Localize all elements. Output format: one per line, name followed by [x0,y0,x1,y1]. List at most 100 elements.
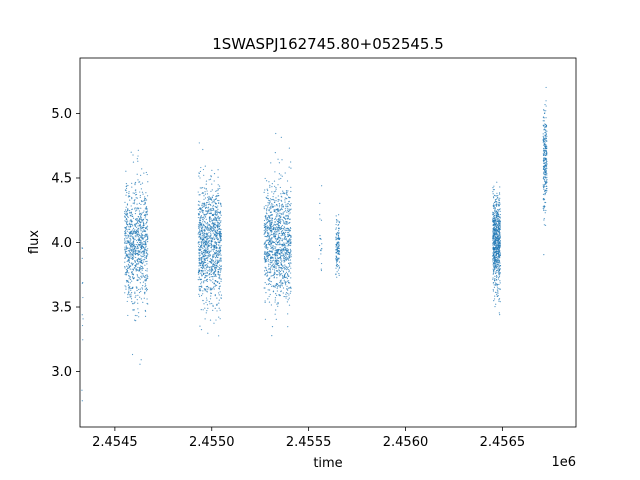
data-point [498,232,500,234]
data-point [144,247,146,249]
data-point [130,235,133,237]
data-point [209,197,211,199]
data-point [290,277,292,279]
data-point [211,259,213,262]
data-point [141,221,143,223]
data-point [212,261,214,263]
data-point [124,239,126,241]
data-point [265,292,267,294]
data-point [127,250,130,252]
data-point [136,239,138,242]
data-point [145,234,147,236]
x-axis-offset-label: 1e6 [551,455,576,470]
data-point [140,232,142,234]
data-point [127,266,129,268]
data-point [287,257,289,259]
data-point [135,210,137,212]
data-point [289,248,292,250]
data-point [208,219,211,221]
data-point [277,251,279,253]
data-point [131,273,133,275]
data-point [139,267,141,269]
data-point [273,180,276,182]
data-point [145,260,147,263]
data-point [498,251,501,253]
data-point [219,250,221,253]
data-point [499,244,501,246]
data-point [286,211,288,213]
data-point [126,228,128,231]
data-point [210,176,212,178]
data-point [145,249,147,251]
data-point [287,251,289,253]
data-point [289,262,291,264]
data-point [280,215,282,217]
data-point [210,240,212,242]
data-point [336,234,338,236]
data-point [543,157,545,159]
data-point [497,278,500,280]
data-point [285,266,288,268]
data-point [495,251,498,253]
data-point [544,189,546,192]
data-point [137,302,139,304]
data-point [201,210,203,212]
data-point [130,205,132,207]
data-point [208,203,211,205]
data-point [214,245,217,247]
data-point [216,263,218,265]
data-point [144,202,146,204]
data-point [128,231,130,233]
data-point [198,269,201,272]
data-point [124,220,126,222]
data-point [269,211,271,213]
data-point [274,201,276,203]
data-point [139,296,141,298]
data-point [499,301,501,303]
data-point [219,240,221,242]
data-point [544,183,547,185]
data-point [271,228,274,230]
data-point [543,171,545,173]
data-point [140,230,142,232]
data-point [146,213,148,216]
data-point [218,259,220,261]
data-point [203,233,206,235]
data-point [288,257,290,259]
data-point [202,223,205,226]
data-point [335,233,337,235]
data-point [285,217,287,220]
data-point [269,207,271,209]
data-point [141,226,143,228]
data-point [126,247,128,249]
data-point [275,216,277,218]
data-point [199,234,202,236]
data-point [499,241,501,243]
data-point [280,195,282,197]
data-point [209,220,211,223]
data-point [124,201,126,203]
data-point [492,268,494,270]
data-point [499,219,501,221]
data-point [142,281,145,283]
data-point [270,219,273,221]
data-point [542,139,544,141]
data-point [494,262,497,264]
data-point [277,234,280,236]
data-point [210,233,212,235]
data-point [217,184,219,186]
data-point [137,225,139,227]
data-point [493,284,495,286]
data-point [289,255,291,257]
data-point [214,271,216,273]
data-point [270,272,272,274]
data-point [494,217,496,219]
data-point [270,267,272,269]
data-point [286,198,288,200]
data-point [213,245,215,248]
data-point [140,257,142,260]
data-point [146,195,149,197]
data-point [276,274,279,276]
data-point [134,229,136,231]
data-point [495,198,498,200]
